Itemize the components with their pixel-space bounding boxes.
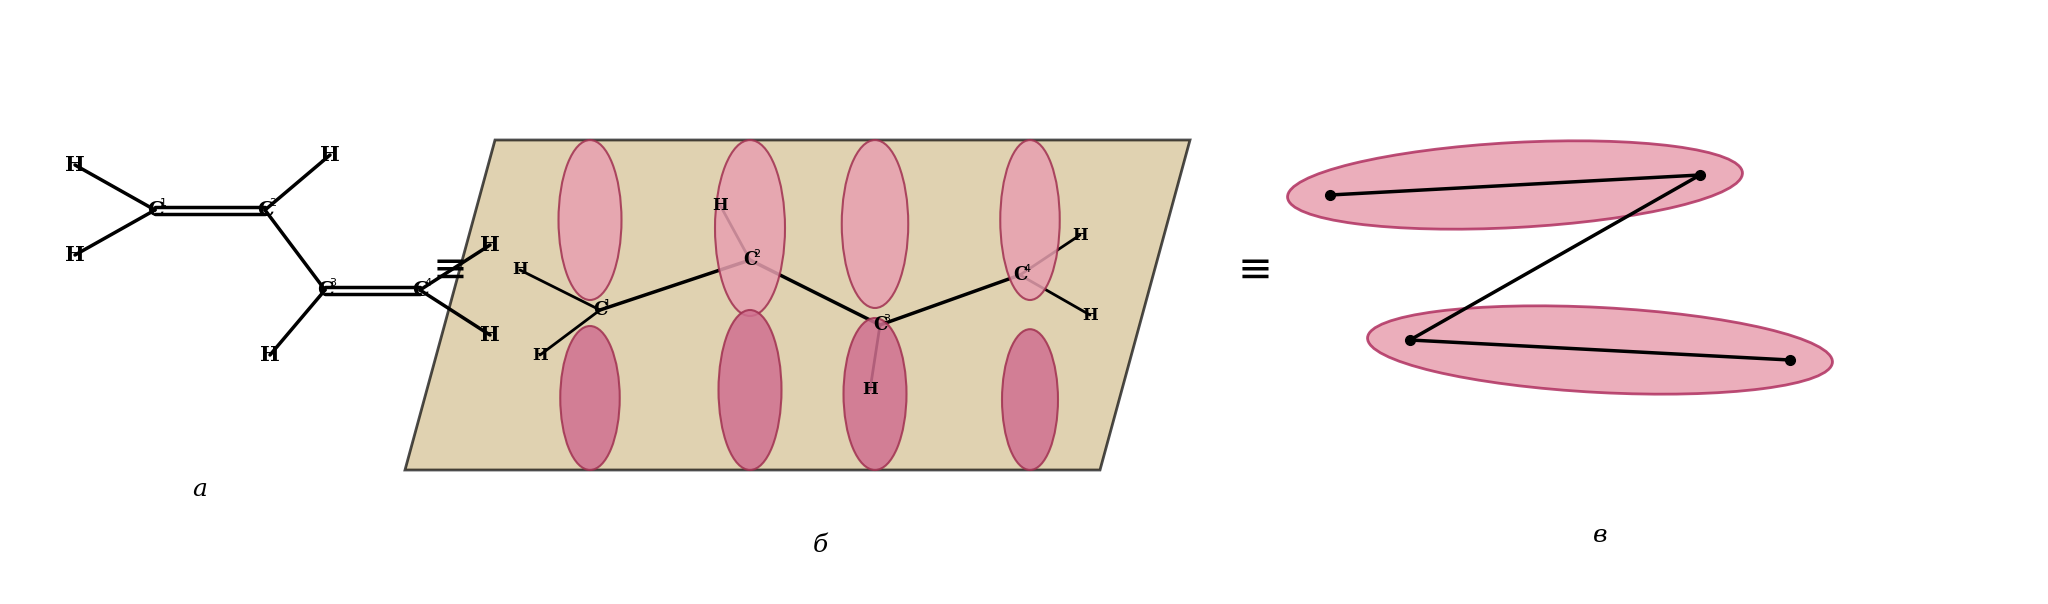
Text: a: a: [193, 478, 207, 501]
Text: 2: 2: [270, 198, 276, 208]
Text: 4: 4: [1024, 264, 1030, 274]
Ellipse shape: [715, 140, 784, 316]
Text: C: C: [147, 200, 164, 220]
Text: C: C: [743, 251, 758, 269]
Text: H: H: [1071, 226, 1087, 243]
Text: 1: 1: [160, 198, 166, 208]
Ellipse shape: [559, 140, 621, 300]
Polygon shape: [406, 140, 1190, 470]
Text: H: H: [66, 155, 84, 175]
Text: 3: 3: [330, 278, 336, 288]
Text: H: H: [260, 345, 281, 365]
Text: б: б: [813, 533, 827, 556]
Text: 2: 2: [754, 249, 760, 259]
Text: C: C: [412, 280, 428, 300]
Text: H: H: [1081, 306, 1098, 324]
Text: C: C: [1014, 266, 1028, 284]
Text: H: H: [319, 145, 340, 165]
Ellipse shape: [999, 140, 1059, 300]
Ellipse shape: [719, 310, 782, 470]
Text: H: H: [479, 325, 500, 345]
Ellipse shape: [842, 140, 907, 308]
Text: в: в: [1593, 524, 1608, 547]
Text: H: H: [66, 245, 84, 265]
Text: C: C: [256, 200, 272, 220]
Text: H: H: [532, 347, 549, 364]
Text: ≡: ≡: [432, 249, 467, 291]
Ellipse shape: [561, 326, 621, 470]
Text: 3: 3: [883, 314, 891, 324]
Ellipse shape: [1288, 141, 1743, 229]
Text: C: C: [872, 316, 887, 334]
Text: H: H: [479, 235, 500, 255]
Ellipse shape: [1368, 306, 1833, 394]
Text: H: H: [512, 262, 528, 278]
Text: ≡: ≡: [1237, 249, 1272, 291]
Ellipse shape: [844, 318, 907, 470]
Text: H: H: [713, 196, 727, 213]
Text: 1: 1: [604, 299, 610, 309]
Ellipse shape: [1001, 329, 1059, 470]
Text: C: C: [592, 301, 606, 319]
Text: H: H: [862, 382, 879, 399]
Text: 4: 4: [424, 278, 432, 288]
Text: C: C: [317, 280, 334, 300]
